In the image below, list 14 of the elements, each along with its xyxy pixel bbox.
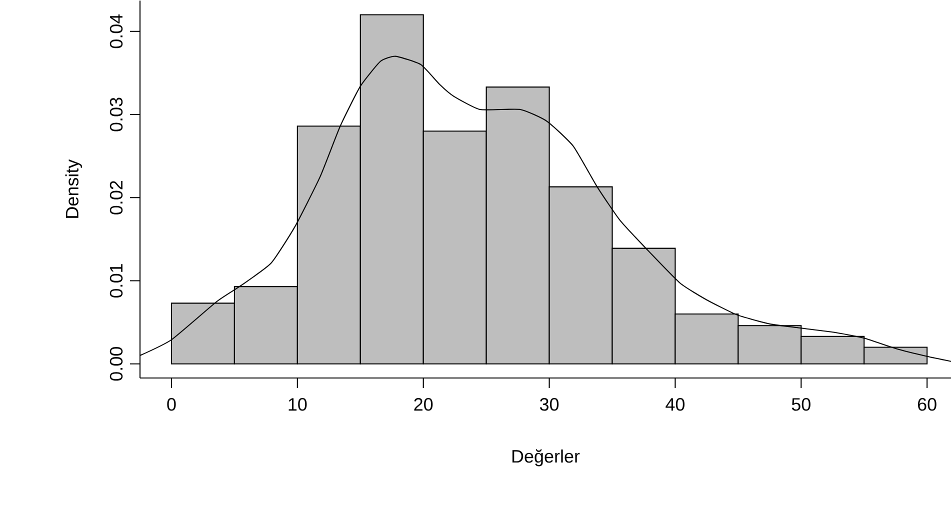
y-tick-label: 0.03: [110, 98, 123, 132]
y-tick-label: 0.01: [110, 264, 123, 298]
x-axis-title: Değerler: [512, 449, 580, 466]
x-tick-label: 20: [414, 398, 433, 411]
x-tick-label: 60: [918, 398, 936, 411]
x-tick-label: 30: [540, 398, 559, 411]
y-axis-title: Density: [65, 159, 82, 218]
x-tick-label: 0: [167, 398, 176, 411]
y-tick-label: 0.02: [110, 180, 123, 214]
x-tick-label: 50: [792, 398, 810, 411]
y-tick-label: 0.04: [110, 14, 123, 48]
x-tick-label: 10: [288, 398, 307, 411]
y-tick-label: 0.00: [110, 347, 123, 381]
x-tick-label: 40: [666, 398, 685, 411]
